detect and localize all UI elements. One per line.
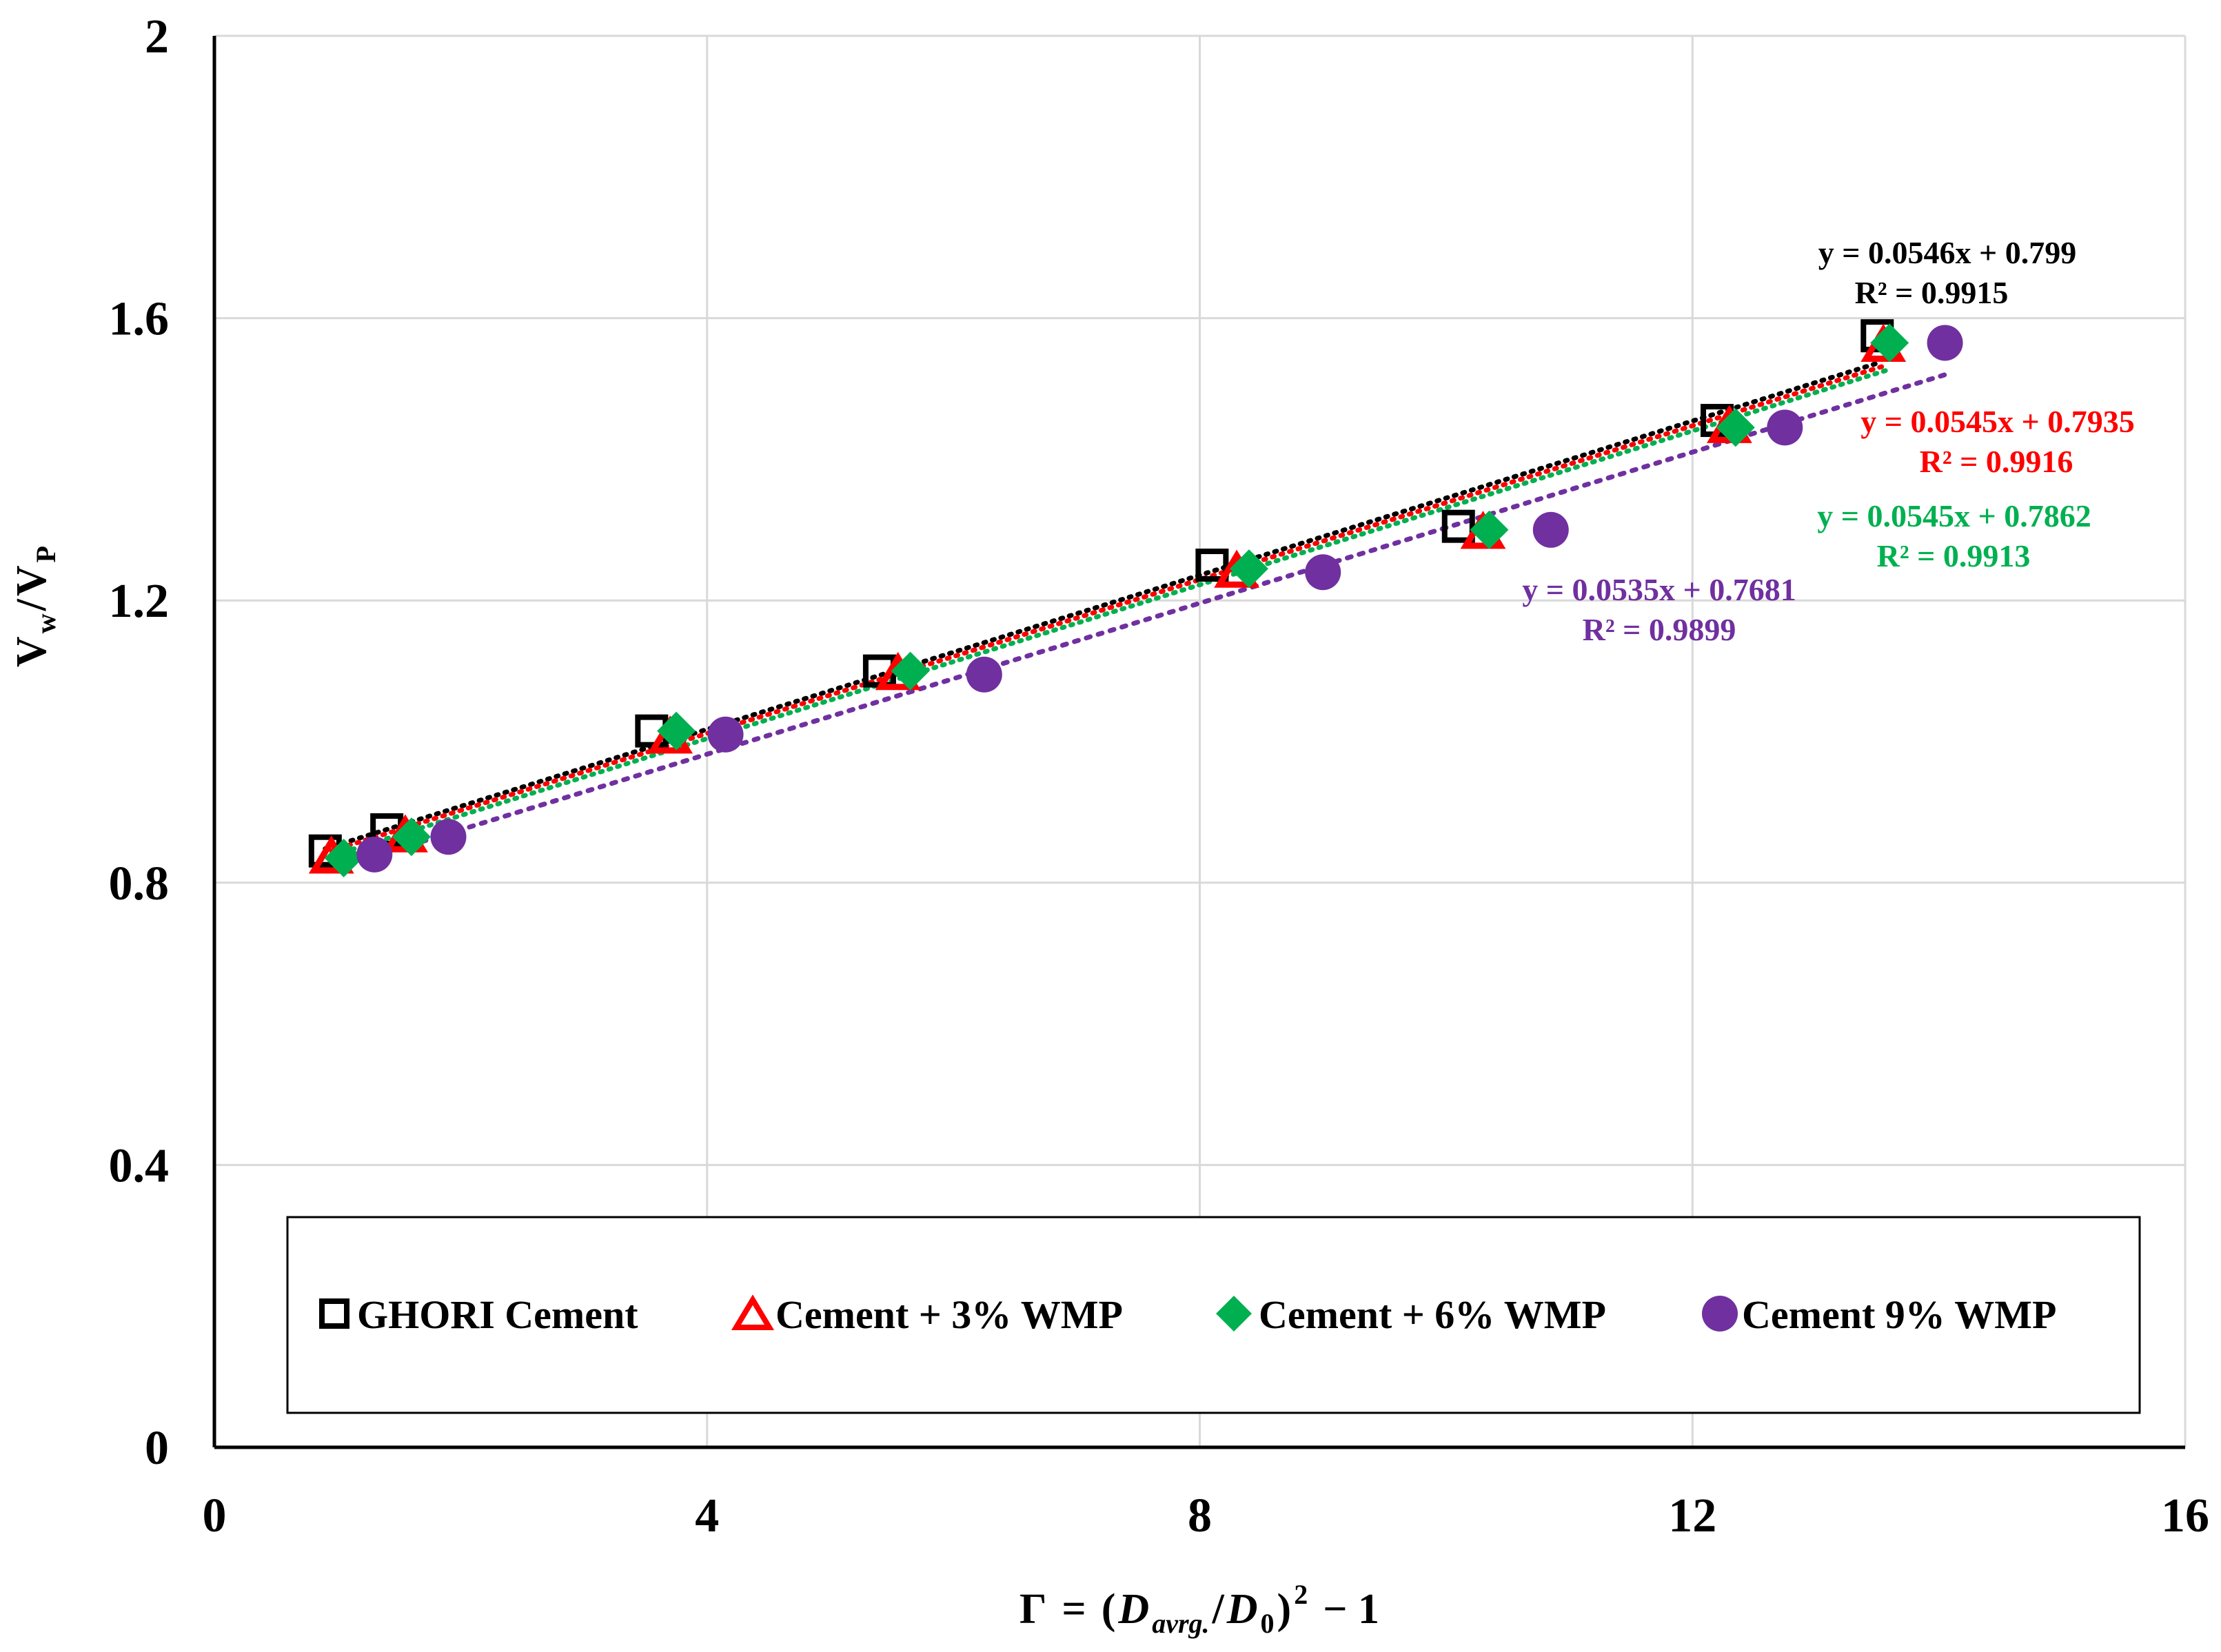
y-title-v1: V <box>8 636 55 667</box>
legend-marker-triangle-icon <box>731 1294 775 1330</box>
r2-9wmp: R² = 0.9899 <box>1583 612 1736 647</box>
x-title-d-zero: D <box>1226 1586 1258 1633</box>
legend-box <box>286 1216 2141 1414</box>
point-series-2-1 <box>392 817 431 857</box>
point-series-2-0 <box>324 838 363 877</box>
x-title-slash: / <box>1212 1586 1225 1633</box>
equation-9wmp: y = 0.0535x + 0.7681 <box>1522 572 1796 607</box>
point-series-0-4 <box>1195 549 1229 582</box>
point-series-2-6 <box>1716 408 1755 447</box>
legend-marker-square-icon <box>319 1298 349 1329</box>
r2-3wmp: R² = 0.9916 <box>1920 444 2073 479</box>
trendline-series-0 <box>323 360 1880 852</box>
r2-6wmp: R² = 0.9913 <box>1877 538 2031 573</box>
x-title-open-paren: ( <box>1102 1586 1116 1633</box>
point-series-2-3 <box>891 651 930 691</box>
point-series-2-5 <box>1470 510 1509 549</box>
x-axis-title: Γ = ( D avrg. / D 0 ) 2 − 1 <box>1020 1579 1379 1639</box>
point-series-3-1 <box>430 819 467 855</box>
legend-marker-diamond-icon <box>1216 1296 1252 1332</box>
point-series-0-5 <box>1441 509 1475 543</box>
trend-equations: y = 0.0546x + 0.799 R² = 0.9915 y = 0.05… <box>1522 235 2134 647</box>
gridlines <box>214 34 2187 1447</box>
trendline-series-2 <box>341 367 1892 855</box>
y-title-sub-w: w <box>30 613 61 633</box>
point-series-3-7 <box>1927 325 1963 361</box>
x-tick-label-4: 16 <box>2161 1489 2209 1542</box>
legend: GHORI Cement Cement + 3% WMP Cement + 6%… <box>286 1216 2141 1414</box>
data-markers <box>308 319 1963 877</box>
x-title-sub-avrg: avrg. <box>1152 1608 1209 1639</box>
x-tick-label-1: 4 <box>695 1489 719 1542</box>
y-tick-label-5: 2 <box>145 10 169 63</box>
point-series-2-2 <box>657 711 696 751</box>
legend-label-ghori: GHORI Cement <box>357 1292 638 1337</box>
r2-ghori: R² = 0.9915 <box>1855 275 2009 310</box>
x-tick-label-3: 12 <box>1668 1489 1716 1542</box>
x-title-d-avg: D <box>1117 1586 1149 1633</box>
y-tick-label-4: 1.6 <box>109 293 170 346</box>
legend-label-3wmp: Cement + 3% WMP <box>775 1292 1123 1337</box>
x-title-sub-zero: 0 <box>1261 1608 1275 1639</box>
y-axis-title: V w / V P <box>8 546 61 667</box>
x-tick-label-2: 8 <box>1188 1489 1212 1542</box>
trendline-series-1 <box>329 363 1886 853</box>
y-title-sub-p: P <box>30 546 61 562</box>
y-tick-label-1: 0.4 <box>109 1139 170 1192</box>
point-series-3-4 <box>1305 554 1341 591</box>
point-series-2-4 <box>1229 549 1268 589</box>
equation-3wmp: y = 0.0545x + 0.7935 <box>1860 404 2134 439</box>
x-title-power: 2 <box>1294 1579 1308 1610</box>
y-tick-label-2: 0.8 <box>109 857 170 910</box>
x-title-minus-one: − 1 <box>1323 1586 1379 1633</box>
point-series-3-6 <box>1767 409 1803 446</box>
y-title-slash: / <box>8 598 55 611</box>
y-tick-label-3: 1.2 <box>109 575 170 628</box>
point-series-3-3 <box>966 656 1002 693</box>
x-title-equals: = <box>1062 1586 1086 1633</box>
x-title-gamma: Γ <box>1020 1586 1046 1633</box>
x-tick-label-0: 0 <box>203 1489 227 1542</box>
legend-label-6wmp: Cement + 6% WMP <box>1259 1292 1606 1337</box>
point-series-3-5 <box>1532 511 1569 548</box>
equation-ghori: y = 0.0546x + 0.799 <box>1818 235 2076 270</box>
y-tick-labels: 0 0.4 0.8 1.2 1.6 2 <box>109 10 170 1475</box>
y-title-v2: V <box>8 565 55 596</box>
point-series-2-7 <box>1870 323 1909 363</box>
trendlines <box>323 360 1948 859</box>
equation-6wmp: y = 0.0545x + 0.7862 <box>1817 498 2091 533</box>
trendline-series-3 <box>372 372 1948 859</box>
point-series-3-2 <box>707 716 744 753</box>
legend-label-9wmp: Cement 9% WMP <box>1742 1292 2056 1337</box>
y-tick-label-0: 0 <box>145 1422 169 1475</box>
point-series-3-0 <box>356 836 393 873</box>
x-title-close-paren: ) <box>1277 1586 1292 1633</box>
x-tick-labels: 0 4 8 12 16 <box>203 1489 2210 1542</box>
legend-marker-circle-icon <box>1702 1296 1738 1332</box>
